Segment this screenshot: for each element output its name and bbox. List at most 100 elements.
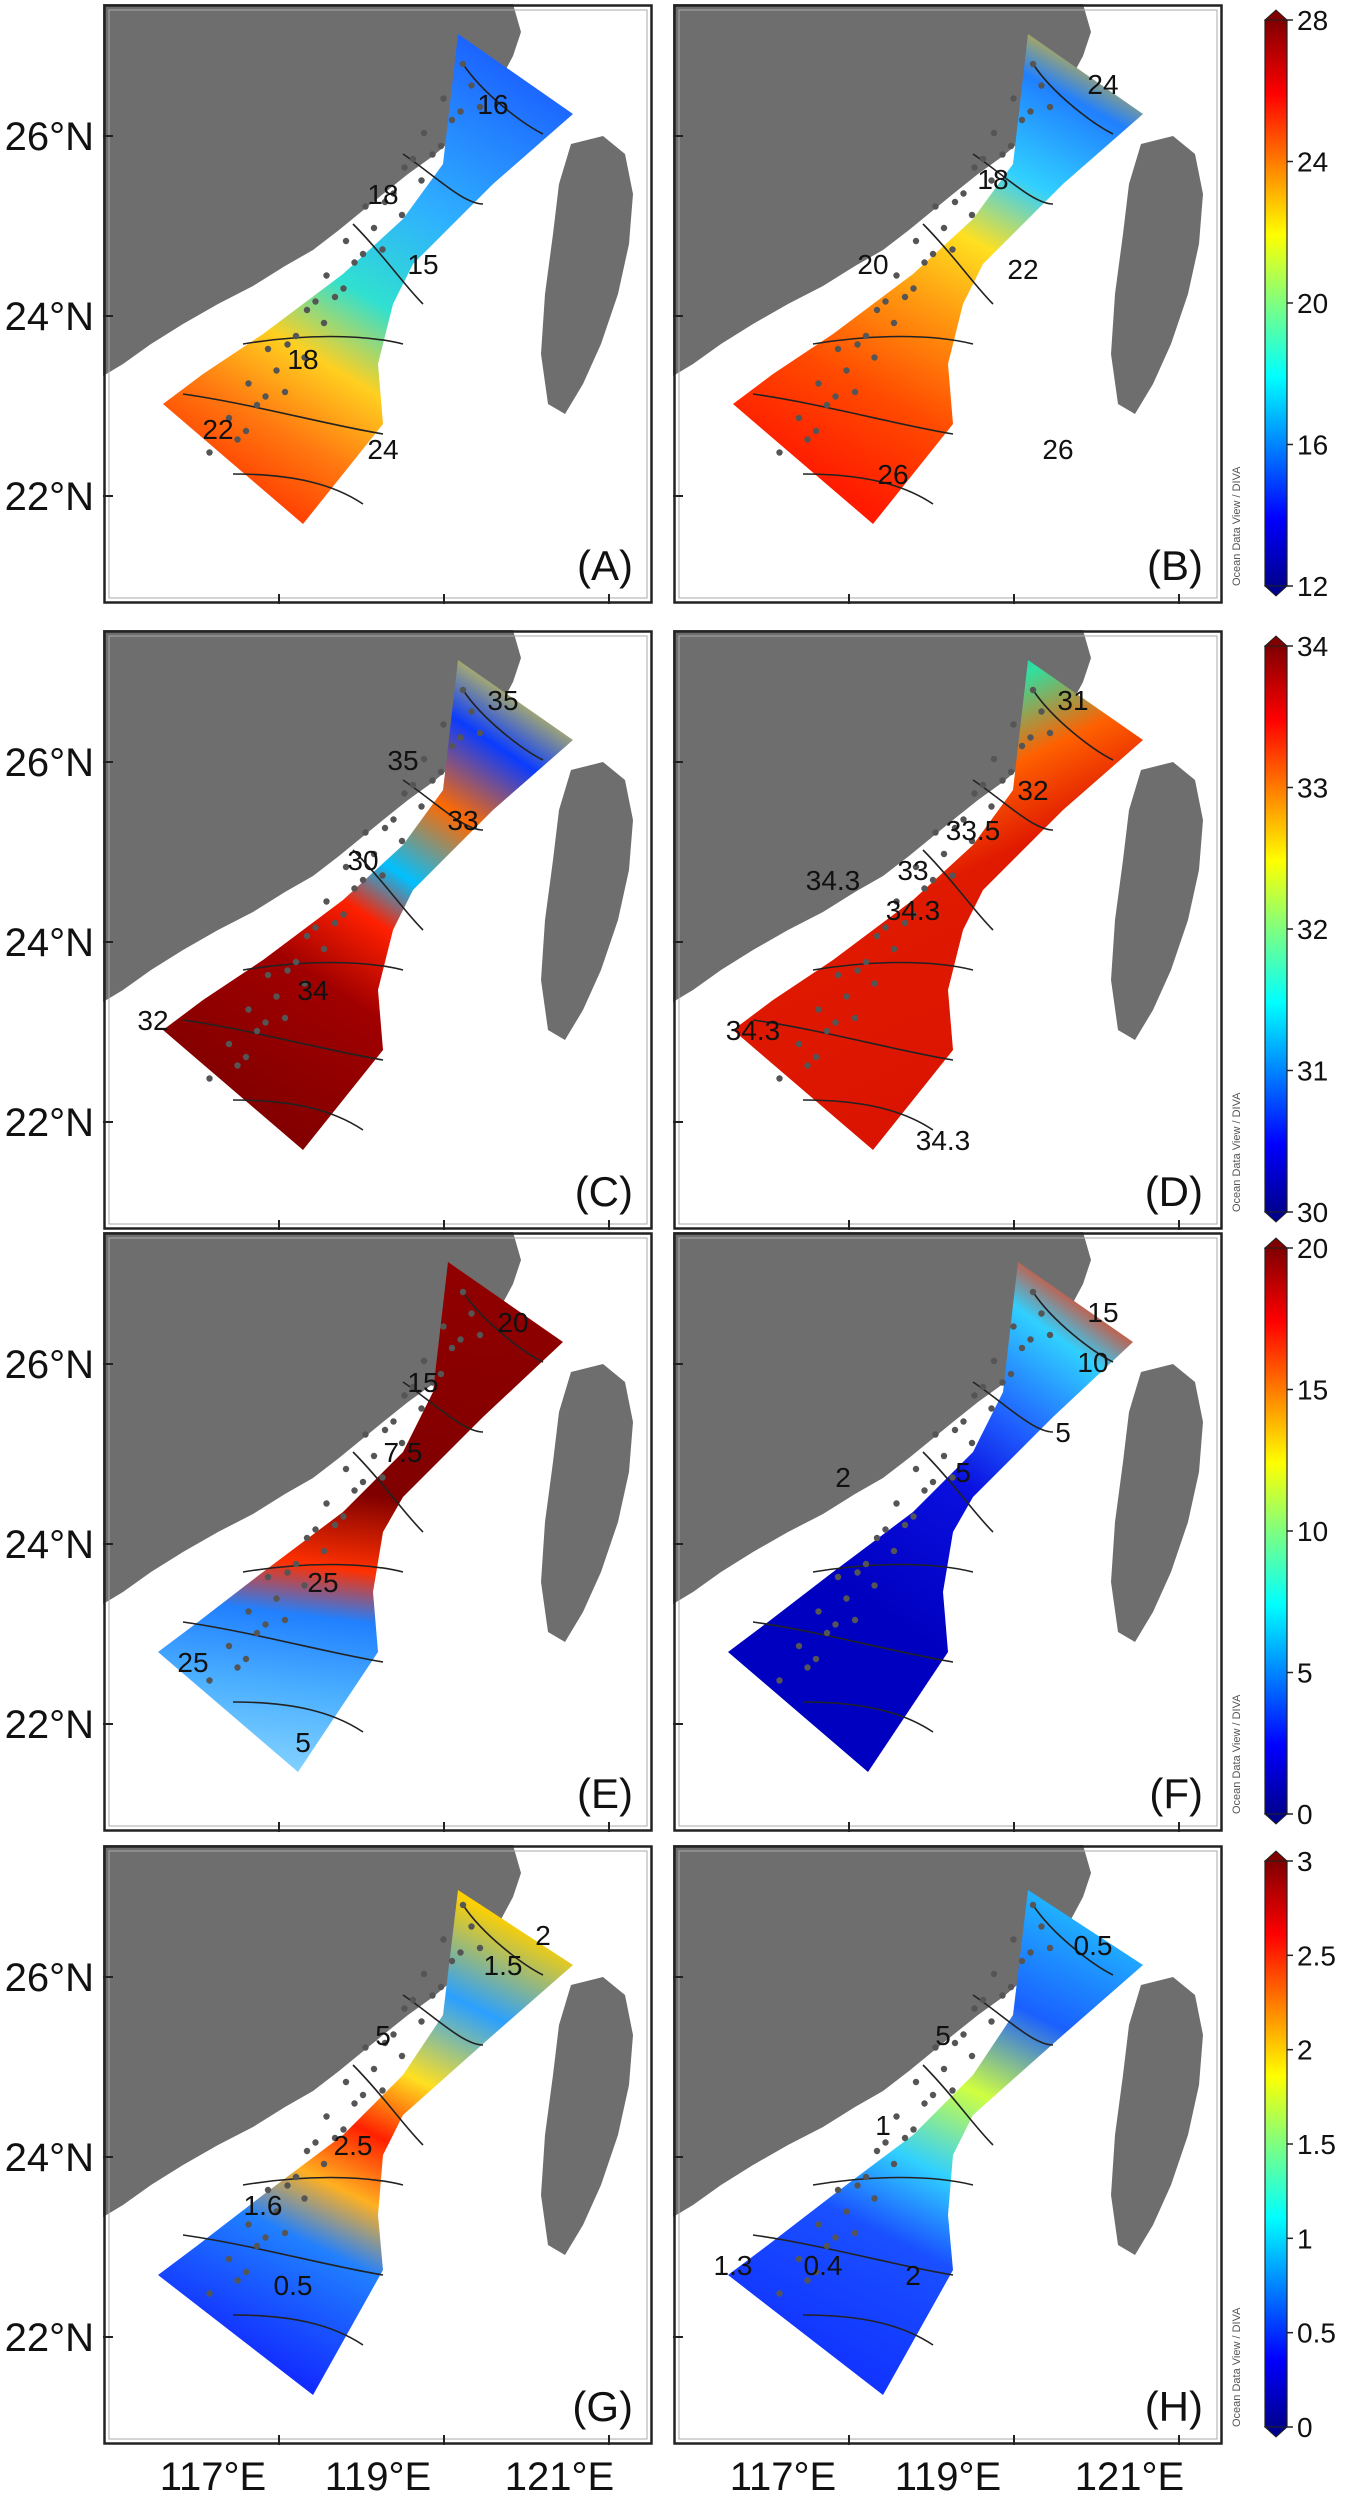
colorbar-tick-label: 2 <box>1297 2035 1313 2066</box>
panel-c: 35 33 30 34 32 35 (C) <box>103 630 653 1230</box>
panel-frame-inner <box>108 1237 648 1827</box>
contour-label: 0.4 <box>804 2250 843 2281</box>
panel-a: 16 18 15 18 22 24 (A) <box>103 4 653 604</box>
longitude-label: 121°E <box>505 2455 614 2499</box>
colorbar-tick-label: 24 <box>1297 147 1328 178</box>
contour-label: 1.6 <box>244 2190 283 2221</box>
contour-label: 15 <box>407 1367 438 1398</box>
contour-label: 25 <box>177 1647 208 1678</box>
latitude-label: 22°N <box>5 1703 94 1747</box>
contour-label: 34.3 <box>806 865 861 896</box>
contour-label: 5 <box>295 1727 311 1758</box>
longitude-label: 121°E <box>1075 2455 1184 2499</box>
contour-label: 25 <box>307 1567 338 1598</box>
contour-label: 34.3 <box>726 1015 781 1046</box>
panel-h: 0.5 5 1 0.4 1.3 2 (H) <box>673 1845 1223 2445</box>
contour-label: 2 <box>835 1462 851 1493</box>
colorbar-tick-label: 20 <box>1297 1233 1328 1264</box>
colorbar-tick-label: 15 <box>1297 1375 1328 1406</box>
credit-text: Ocean Data View / DIVA <box>1231 1092 1243 1212</box>
colorbar-tick-label: 0.5 <box>1297 2318 1336 2349</box>
colorbar-tick-label: 1.5 <box>1297 2129 1336 2160</box>
contour-label: 10 <box>1077 1347 1108 1378</box>
panel-frame <box>103 630 653 1230</box>
panel-frame <box>673 4 1223 604</box>
station-dots <box>776 686 1054 1082</box>
contour-label: 20 <box>857 249 888 280</box>
panel-label: (E) <box>577 1770 633 1817</box>
colorbar-tick-label: 0 <box>1297 1799 1313 1830</box>
latitude-label: 26°N <box>5 1343 94 1387</box>
panel-frame-inner <box>678 1850 1218 2440</box>
data-field <box>158 1890 573 2395</box>
latitude-label: 26°N <box>5 1956 94 2000</box>
colorbar-tick-label: 34 <box>1297 631 1328 662</box>
contour-label: 20 <box>497 1307 528 1338</box>
contour-label: 24 <box>367 434 398 465</box>
panel-label: (A) <box>577 542 633 589</box>
colorbar-tick-label: 12 <box>1297 571 1328 602</box>
contour-label: 32 <box>137 1005 168 1036</box>
panel-frame-inner <box>678 9 1218 599</box>
panel-f: 15 10 5 5 2 (F) <box>673 1232 1223 1832</box>
contour-label: 15 <box>407 249 438 280</box>
credit-text: Ocean Data View / DIVA <box>1231 466 1243 586</box>
colorbar-tick-label: 20 <box>1297 288 1328 319</box>
latitude-label: 24°N <box>5 295 94 339</box>
panel-frame-inner <box>108 635 648 1225</box>
contour-label: 18 <box>287 344 318 375</box>
contour-label: 30 <box>347 845 378 876</box>
tick-marks <box>103 135 610 604</box>
panel-label: (F) <box>1149 1770 1203 1817</box>
contour-label: 34.3 <box>916 1125 971 1156</box>
panel-label: (D) <box>1145 1168 1203 1215</box>
panel-frame-inner <box>678 635 1218 1225</box>
panel-frame <box>103 4 653 604</box>
contour-label: 1.5 <box>484 1950 523 1981</box>
station-dots <box>776 1901 1054 2297</box>
axes: 26°N 24°N 22°N 26°N 24°N 22°N 26°N 24°N 22°N 26°N… <box>5 115 1185 2499</box>
colorbar-4: 3 2.5 2 1.5 1 0.5 0 Ocean Data View / DIVA <box>1231 1846 1336 2443</box>
tick-marks <box>673 761 1180 1230</box>
colorbar-tick-label: 33 <box>1297 773 1328 804</box>
data-field <box>163 34 573 524</box>
contour-label: 34.3 <box>886 895 941 926</box>
contour-lines <box>182 689 544 1131</box>
contour-label: 26 <box>877 459 908 490</box>
panel-e: 20 15 7.5 25 25 5 (E) <box>103 1232 653 1832</box>
credit-text: Ocean Data View / DIVA <box>1231 2307 1243 2427</box>
tick-marks <box>103 1976 610 2445</box>
longitude-label: 117°E <box>730 2455 836 2499</box>
tick-marks <box>103 761 610 1230</box>
data-field <box>728 1262 1133 1772</box>
data-field <box>733 34 1143 524</box>
contour-label: 2.5 <box>334 2130 373 2161</box>
panel-frame <box>103 1845 653 2445</box>
colorbar-tick-label: 31 <box>1297 1056 1328 1087</box>
longitude-label: 119°E <box>325 2455 431 2499</box>
station-dots <box>776 60 1054 456</box>
latitude-label: 26°N <box>5 115 94 159</box>
panel-frame <box>103 1232 653 1832</box>
colorbar-tick-label: 0 <box>1297 2412 1313 2443</box>
latitude-label: 26°N <box>5 741 94 785</box>
station-dots <box>206 686 484 1082</box>
colorbar-tick-label: 10 <box>1297 1516 1328 1547</box>
contour-label: 32 <box>1017 775 1048 806</box>
longitude-label: 117°E <box>160 2455 266 2499</box>
data-field <box>163 660 573 1150</box>
contour-label: 18 <box>367 179 398 210</box>
panel-frame <box>673 1232 1223 1832</box>
contour-label: 2 <box>905 2260 921 2291</box>
colorbar-tick-label: 28 <box>1297 5 1328 36</box>
panel-b: 24 18 22 20 26 26 (B) <box>673 4 1223 604</box>
contour-label: 0.5 <box>274 2270 313 2301</box>
contour-label: 31 <box>1057 685 1088 716</box>
contour-label: 22 <box>202 414 233 445</box>
panels: 161815182224(A)241822202626(B)3533303432… <box>103 4 1223 2445</box>
contour-label: 1.3 <box>714 2250 753 2281</box>
colorbar-tick-label: 30 <box>1297 1197 1328 1228</box>
tick-marks <box>673 135 1180 604</box>
